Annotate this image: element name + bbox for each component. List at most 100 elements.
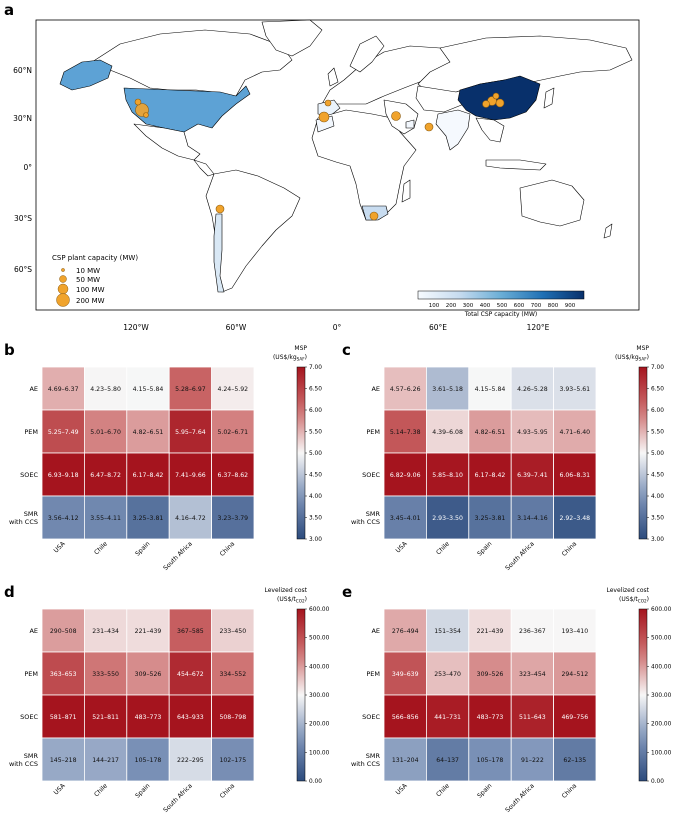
heatmap-column-label: Chile <box>93 782 109 798</box>
capacity-colorbar-tick: 800 <box>548 303 559 309</box>
heatmap-column-label: Spain <box>134 782 151 799</box>
heatmap-cell <box>84 495 128 540</box>
heatmap-colorbar-tick: 200.00 <box>309 722 330 728</box>
heatmap-cell-label: 294–512 <box>561 671 588 678</box>
heatmap-cell-label: 144–217 <box>92 757 119 764</box>
heatmap-cell <box>553 409 597 454</box>
japan <box>543 87 555 109</box>
heatmap-cell <box>383 495 427 540</box>
alaska <box>59 59 113 91</box>
heatmap-panel-c: 4.57–6.26 3.61–5.18 4.15–5.84 4.26–5.28 3.93… <box>351 345 664 572</box>
heatmap-colorbar-tick: 5.00 <box>651 451 664 457</box>
heatmap-colorbar-tick: 3.00 <box>309 537 322 543</box>
plant-marker <box>391 111 401 121</box>
heatmap-cell-label: 363–653 <box>50 671 77 678</box>
heatmap-cell <box>41 452 85 497</box>
size-legend-label: 100 MW <box>76 286 105 294</box>
heatmap-cell <box>383 651 427 696</box>
heatmap-cell <box>383 608 427 653</box>
heatmap-cell-label: 3.14–4.16 <box>517 515 548 522</box>
panel-letter-c: c <box>342 341 351 359</box>
heatmap-colorbar-tick: 6.00 <box>309 408 322 414</box>
heatmap-cell <box>211 452 255 497</box>
heatmap-colorbar-title: MSP <box>294 345 307 352</box>
heatmap-colorbar-tick: 0.00 <box>309 779 322 785</box>
plant-marker <box>482 100 490 108</box>
plant-marker <box>324 99 332 107</box>
panel-letter-a: a <box>4 1 15 19</box>
heatmap-cell <box>468 608 512 653</box>
heatmap-cell <box>211 409 255 454</box>
heatmap-colorbar-tick: 100.00 <box>309 750 330 756</box>
heatmap-column-label: Chile <box>435 782 451 798</box>
heatmap-cell-label: 233–450 <box>219 628 246 635</box>
heatmap-cell-label: 5.02–6.71 <box>217 429 248 436</box>
heatmap-cell <box>126 694 170 739</box>
heatmap-cell-label: 6.06–8.31 <box>559 472 590 479</box>
indonesia <box>485 159 547 171</box>
heatmap-cell-label: 290–508 <box>50 628 77 635</box>
heatmap-colorbar-tick: 3.50 <box>309 516 322 522</box>
heatmap-column-label: USA <box>53 782 68 797</box>
heatmap-cell <box>168 608 212 653</box>
heatmap-cell <box>553 366 597 411</box>
heatmap-column-label: Spain <box>134 540 151 557</box>
heatmap-row-label: SMR <box>366 510 381 518</box>
canada <box>91 29 293 97</box>
capacity-colorbar-tick: 100 <box>429 303 440 309</box>
uae <box>405 119 415 129</box>
csp-world-map: 60°N 30°N 0° 30°S 60°S 120°W 60°W 0° 60°… <box>13 19 640 332</box>
heatmap-cell <box>84 737 128 782</box>
heatmap-cell-label: 3.61–5.18 <box>432 386 463 393</box>
heatmap-colorbar-tick: 3.00 <box>651 537 664 543</box>
heatmap-cell <box>426 495 470 540</box>
australia <box>519 179 585 227</box>
heatmap-cell <box>468 694 512 739</box>
capacity-colorbar: 100 200 300 400 500 600 700 800 900 Tota… <box>417 290 585 318</box>
russia-asia <box>417 35 633 95</box>
heatmap-row-label: with CCS <box>9 760 38 768</box>
heatmap-cell-label: 151–354 <box>434 628 461 635</box>
heatmap-cell <box>426 366 470 411</box>
heatmap-row-label: SOEC <box>20 713 38 721</box>
lat-tick-60s: 60°S <box>14 265 32 274</box>
heatmap-colorbar-tick: 7.00 <box>651 365 664 371</box>
heatmap-cell-label: 454–672 <box>177 671 204 678</box>
size-legend-label: 10 MW <box>76 267 100 275</box>
heatmap-cell-label: 193–410 <box>561 628 588 635</box>
heatmap-cell <box>468 737 512 782</box>
heatmap-row-label: SOEC <box>362 471 380 479</box>
mexico <box>133 123 201 161</box>
heatmap-cell-label: 309–526 <box>135 671 162 678</box>
size-legend-marker <box>61 268 65 272</box>
heatmap-cell <box>126 608 170 653</box>
heatmap-row-label: PEM <box>366 428 380 436</box>
chile <box>213 213 225 293</box>
plant-marker <box>492 92 500 100</box>
heatmap-cell-label: 4.16–4.72 <box>175 515 206 522</box>
heatmap-cell-label: 253–470 <box>434 671 461 678</box>
heatmap-colorbar-unit: (US$/kgSAF) <box>273 354 307 362</box>
scandinavia <box>349 35 385 73</box>
plant-marker <box>143 112 149 118</box>
heatmap-row-label: AE <box>29 385 38 393</box>
capacity-colorbar-label: Total CSP capacity (MW) <box>464 311 537 318</box>
heatmap-cell-label: 6.93–9.18 <box>48 472 79 479</box>
heatmap-colorbar-tick: 100.00 <box>651 750 672 756</box>
heatmap-cell-label: 4.26–5.28 <box>517 386 548 393</box>
heatmap-cell-label: 469–756 <box>561 714 588 721</box>
size-legend-marker <box>57 283 69 295</box>
heatmap-cell-label: 4.15–5.84 <box>133 386 164 393</box>
heatmap-cell <box>41 495 85 540</box>
heatmap-cell-label: 4.39–6.08 <box>432 429 463 436</box>
heatmap-panel-b: 4.69–6.37 4.23–5.80 4.15–5.84 5.28–6.97 4.24… <box>9 345 322 572</box>
heatmap-colorbar-tick: 300.00 <box>309 693 330 699</box>
heatmap-colorbar-unit: (US$/tCO2) <box>277 596 307 604</box>
uk <box>327 67 339 87</box>
heatmap-row-label: SOEC <box>362 713 380 721</box>
heatmap-cell-label: 5.28–6.97 <box>175 386 206 393</box>
capacity-colorbar-tick: 300 <box>463 303 474 309</box>
heatmap-column-label: China <box>219 782 237 800</box>
heatmap-column-label: Spain <box>476 782 493 799</box>
heatmap-colorbar-tick: 5.00 <box>309 451 322 457</box>
